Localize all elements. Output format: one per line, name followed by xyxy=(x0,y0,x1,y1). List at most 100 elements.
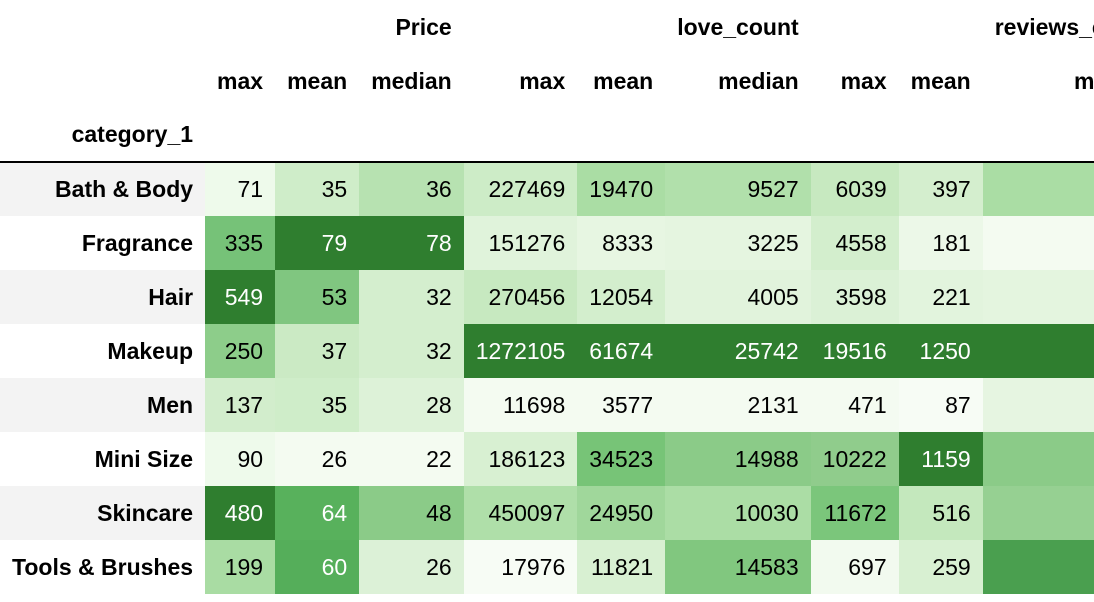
table-row: Bath & Body71353622746919470952760393971… xyxy=(0,162,1094,216)
table-cell: 697 xyxy=(810,540,899,594)
table-cell: 48 xyxy=(359,486,464,540)
table-cell: 11821 xyxy=(577,540,666,594)
table-cell: 78 xyxy=(359,216,464,270)
table-cell: 480 xyxy=(205,486,276,540)
table-row: Fragrance335797815127683333225455818138 xyxy=(0,216,1094,270)
table-row: Makeup2503732127210561674257421951612502… xyxy=(0,324,1094,378)
row-label: Makeup xyxy=(0,324,206,378)
table-cell: 26 xyxy=(275,432,360,486)
table-row: Skincare48064484500972495010030116725161… xyxy=(0,486,1094,540)
table-row: Mini Size 90 26 22 186123 34523 14988 10222 1159… xyxy=(0,432,1094,486)
table-cell: 335 xyxy=(205,216,276,270)
table-cell: 58 xyxy=(982,270,1094,324)
table-cell: 53 xyxy=(275,270,360,324)
group-header-reviews-count: reviews_count xyxy=(982,0,1094,54)
group-header-price: Price xyxy=(359,0,464,54)
table-row: Men137352811698357721314718755 xyxy=(0,378,1094,432)
table-cell: 19470 xyxy=(577,162,666,216)
table-cell: 6039 xyxy=(810,162,899,216)
row-label: Fragrance xyxy=(0,216,206,270)
table-cell: 12054 xyxy=(577,270,666,324)
table-cell: 397 xyxy=(898,162,983,216)
table-cell: 4005 xyxy=(665,270,811,324)
blank-corner xyxy=(0,0,206,54)
table-cell: 2131 xyxy=(665,378,811,432)
table-cell: 14583 xyxy=(665,540,811,594)
table-cell: 151276 xyxy=(463,216,578,270)
table-cell: 549 xyxy=(205,270,276,324)
sub-header-reviews-max: max xyxy=(810,54,899,108)
table-row: Hair5495332270456120544005359822158 xyxy=(0,270,1094,324)
sub-header-row: max mean median max mean median max mean… xyxy=(0,54,1094,108)
table-cell: 202 xyxy=(982,540,1094,594)
row-label: Tools & Brushes xyxy=(0,540,206,594)
table-cell: 79 xyxy=(275,216,360,270)
table-cell: 35 xyxy=(275,378,360,432)
row-label: Men xyxy=(0,378,206,432)
group-header-love-count: love_count xyxy=(665,0,811,54)
table-cell: 1250 xyxy=(898,324,983,378)
table-cell: 36 xyxy=(359,162,464,216)
table-cell: 9527 xyxy=(665,162,811,216)
table-cell: 17976 xyxy=(463,540,578,594)
table-cell: 250 xyxy=(205,324,276,378)
table-cell: 60 xyxy=(275,540,360,594)
table-cell: 14988 xyxy=(665,432,811,486)
group-header-row: Price love_count reviews_count xyxy=(0,0,1094,54)
table-cell: 8333 xyxy=(577,216,666,270)
index-name: category_1 xyxy=(0,108,206,163)
row-label: Skincare xyxy=(0,486,206,540)
sub-header-price-mean: mean xyxy=(275,54,360,108)
table-cell: 11672 xyxy=(810,486,899,540)
row-label: Mini Size xyxy=(0,432,206,486)
table-cell: 28 xyxy=(359,378,464,432)
table-cell: 221 xyxy=(898,270,983,324)
table-cell: 37 xyxy=(275,324,360,378)
table-body: Bath & Body71353622746919470952760393971… xyxy=(0,162,1094,594)
table-cell: 137 xyxy=(205,378,276,432)
table-cell: 38 xyxy=(982,216,1094,270)
table-cell: 186123 xyxy=(463,432,578,486)
table-cell: 61674 xyxy=(577,324,666,378)
table-cell: 1272105 xyxy=(463,324,578,378)
table-cell: 90 xyxy=(205,432,276,486)
table-cell: 3598 xyxy=(810,270,899,324)
table-cell: 22 xyxy=(359,432,464,486)
table-cell: 270456 xyxy=(463,270,578,324)
sub-header-reviews-median: median xyxy=(982,54,1094,108)
table-cell: 71 xyxy=(205,162,276,216)
table-cell: 181 xyxy=(898,216,983,270)
table-cell: 32 xyxy=(359,270,464,324)
table-cell: 24950 xyxy=(577,486,666,540)
sub-header-love-median: median xyxy=(665,54,811,108)
table-cell: 516 xyxy=(898,486,983,540)
sub-header-price-max: max xyxy=(205,54,276,108)
table-cell: 32 xyxy=(359,324,464,378)
table-cell: 471 xyxy=(810,378,899,432)
table-cell: 162 xyxy=(982,432,1094,486)
index-name-row: category_1 xyxy=(0,108,1094,163)
table-cell: 136 xyxy=(982,486,1094,540)
table-row: Tools & Brushes 199 60 26 17976 11821 14583 697… xyxy=(0,540,1094,594)
table-cell: 55 xyxy=(982,378,1094,432)
sub-header-reviews-mean: mean xyxy=(898,54,983,108)
row-label: Bath & Body xyxy=(0,162,206,216)
table-cell: 87 xyxy=(898,378,983,432)
sub-header-price-median: median xyxy=(359,54,464,108)
table-cell: 34523 xyxy=(577,432,666,486)
table-cell: 25742 xyxy=(665,324,811,378)
table-cell: 450097 xyxy=(463,486,578,540)
sub-header-love-max: max xyxy=(463,54,578,108)
table-cell: 4558 xyxy=(810,216,899,270)
table-cell: 35 xyxy=(275,162,360,216)
sub-header-love-mean: mean xyxy=(577,54,666,108)
table-cell: 3225 xyxy=(665,216,811,270)
table-cell: 227469 xyxy=(463,162,578,216)
table-cell: 11698 xyxy=(463,378,578,432)
table-cell: 245 xyxy=(982,324,1094,378)
table-cell: 19516 xyxy=(810,324,899,378)
table-cell: 10030 xyxy=(665,486,811,540)
table-cell: 64 xyxy=(275,486,360,540)
table-cell: 3577 xyxy=(577,378,666,432)
